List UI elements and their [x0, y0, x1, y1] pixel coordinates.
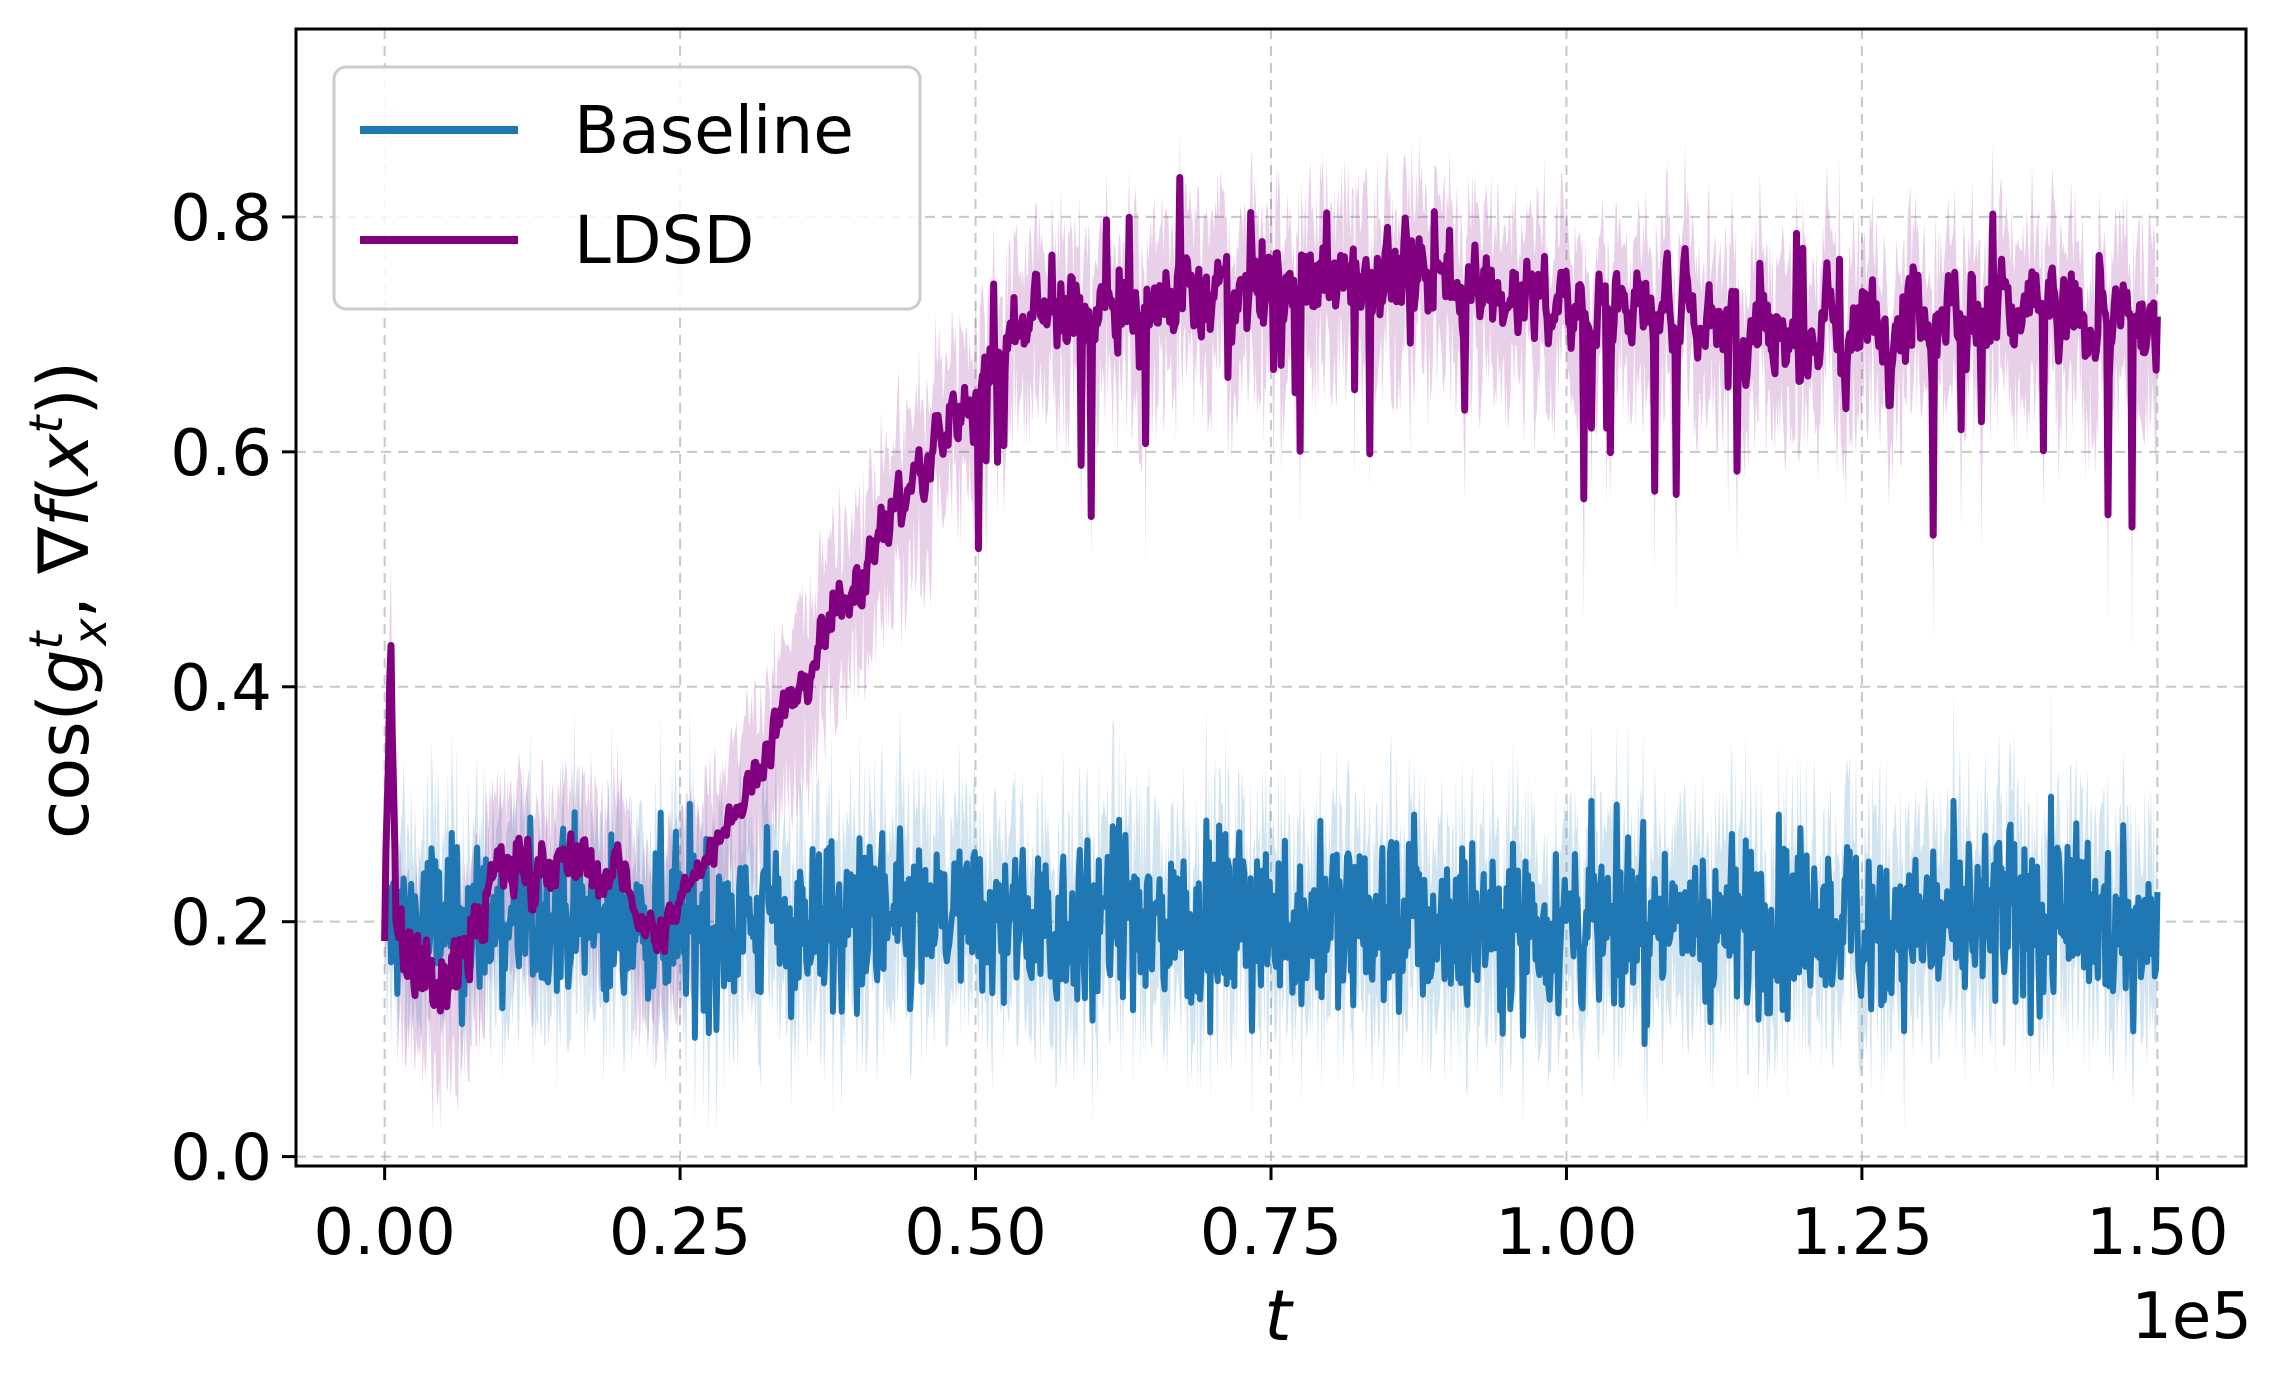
y-tick-label-3: 0.6 — [170, 417, 272, 491]
ylabel-x: x — [23, 433, 105, 477]
ylabel-suffix: )) — [23, 361, 105, 416]
ylabel-g: g — [23, 650, 105, 694]
ldsd-line — [381, 174, 2161, 1015]
y-tick-label-4: 0.8 — [170, 182, 272, 256]
x-axis-label: t — [1264, 1275, 1294, 1357]
legend-label-baseline: Baseline — [574, 92, 854, 169]
ylabel-g-sup: t — [19, 630, 73, 650]
x-offset-label: 1e5 — [2131, 1280, 2252, 1354]
ylabel-g-sub: x — [63, 618, 117, 648]
ylabel-x-sup: t — [19, 414, 73, 434]
x-tick-label-0: 0.00 — [313, 1196, 456, 1270]
x-tick-label-5: 1.25 — [1791, 1196, 1934, 1270]
ylabel-prefix: cos( — [23, 694, 105, 839]
ylabel-mid: , ∇ — [23, 526, 105, 619]
x-tick-label-2: 0.50 — [904, 1196, 1047, 1270]
x-tick-label-6: 1.50 — [2086, 1196, 2229, 1270]
y-axis-label: cos(gtx, ∇f(xt)) — [19, 361, 117, 839]
plot-area — [381, 132, 2161, 1135]
x-tick-label-1: 0.25 — [609, 1196, 752, 1270]
x-axis-ticks: 0.00 0.25 0.50 0.75 1.00 1.25 1.50 — [313, 1166, 2229, 1270]
legend-label-ldsd: LDSD — [574, 202, 754, 279]
y-tick-label-2: 0.4 — [170, 652, 272, 726]
x-tick-label-4: 1.00 — [1495, 1196, 1638, 1270]
y-tick-label-0: 0.0 — [170, 1122, 272, 1196]
legend: Baseline LDSD — [332, 65, 922, 311]
y-axis-ticks: 0.0 0.2 0.4 0.6 0.8 — [170, 182, 296, 1196]
x-tick-label-3: 0.75 — [1200, 1196, 1343, 1270]
ylabel-open: ( — [23, 475, 105, 502]
y-tick-label-1: 0.2 — [170, 887, 272, 961]
